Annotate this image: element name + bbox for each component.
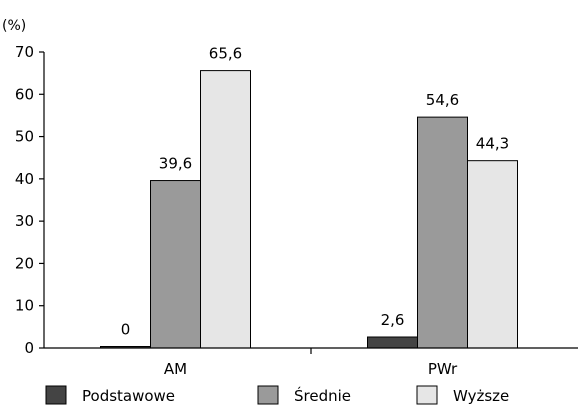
legend-swatch [416, 385, 438, 405]
bar-am-3 [200, 70, 251, 349]
data-label: 44,3 [476, 135, 509, 153]
legend-label: Podstawowe [82, 387, 175, 405]
legend-label: Wyższe [453, 387, 509, 405]
legend: Podstawowe Średnie Wyższe [45, 385, 509, 405]
x-category-label: AM [164, 360, 187, 378]
y-tick-label: 0 [24, 339, 34, 357]
bars-group [100, 70, 518, 349]
bar-pwr-3 [467, 160, 518, 349]
legend-label: Średnie [294, 386, 351, 405]
y-tick-label: 10 [15, 297, 34, 315]
bar-pwr-1 [367, 336, 418, 349]
data-labels-group: 0 39,6 65,6 2,6 54,6 44,3 [121, 45, 509, 339]
legend-swatch [45, 385, 67, 405]
y-tick-label: 50 [15, 128, 34, 146]
data-label: 0 [121, 321, 131, 339]
legend-swatch [257, 385, 279, 405]
y-tick-label: 40 [15, 170, 34, 188]
bar-am-2 [150, 180, 201, 349]
y-tick-label: 30 [15, 212, 34, 230]
data-label: 39,6 [159, 155, 192, 173]
data-label: 54,6 [426, 91, 459, 109]
bar-pwr-2 [417, 116, 468, 349]
y-tick-label: 60 [15, 85, 34, 103]
axes-group: 0 10 20 30 40 50 60 70 AM PWr [15, 43, 578, 378]
y-unit-label: (%) [2, 18, 26, 34]
x-category-label: PWr [428, 360, 458, 378]
y-tick-label: 70 [15, 43, 34, 61]
data-label: 2,6 [381, 311, 405, 329]
y-tick-label: 20 [15, 254, 34, 272]
data-label: 65,6 [209, 45, 242, 63]
